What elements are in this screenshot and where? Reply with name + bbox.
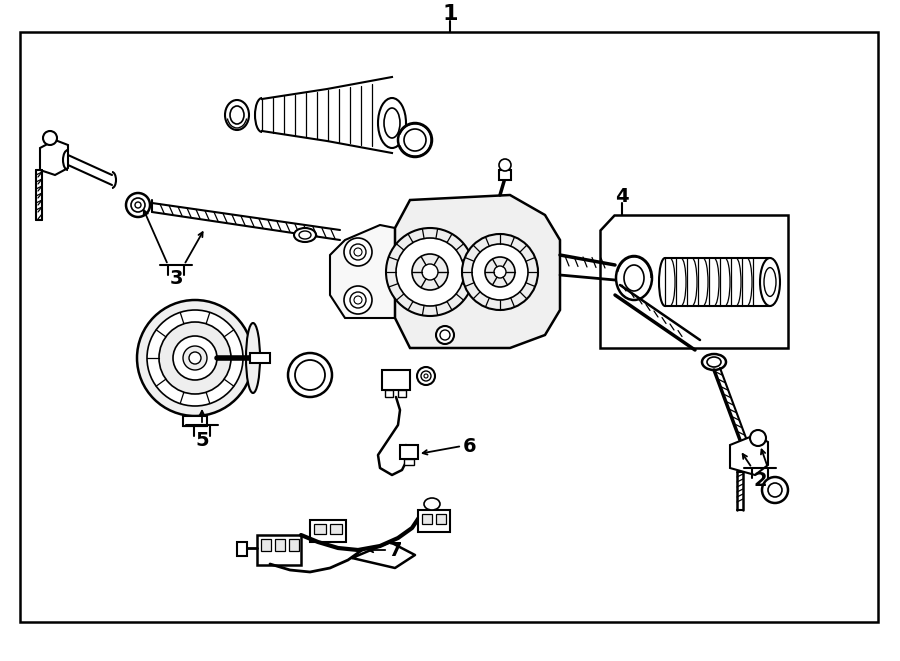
Circle shape <box>424 374 428 378</box>
Text: 7: 7 <box>389 541 403 559</box>
Bar <box>310 520 346 542</box>
Polygon shape <box>330 225 410 318</box>
Polygon shape <box>395 195 560 348</box>
Circle shape <box>472 244 528 300</box>
Ellipse shape <box>225 100 249 130</box>
Ellipse shape <box>762 477 788 503</box>
Circle shape <box>350 292 366 308</box>
Text: 5: 5 <box>195 430 209 449</box>
Circle shape <box>354 296 362 304</box>
Ellipse shape <box>384 108 400 138</box>
Ellipse shape <box>294 228 316 242</box>
Circle shape <box>344 238 372 266</box>
Ellipse shape <box>230 106 244 124</box>
Circle shape <box>43 131 57 145</box>
Ellipse shape <box>131 198 145 212</box>
Bar <box>261 539 271 551</box>
Circle shape <box>422 264 438 280</box>
Bar <box>237 542 247 556</box>
Ellipse shape <box>404 129 426 151</box>
Circle shape <box>350 244 366 260</box>
Circle shape <box>137 300 253 416</box>
Ellipse shape <box>378 98 406 148</box>
Text: 1: 1 <box>442 4 458 24</box>
Circle shape <box>440 330 450 340</box>
Polygon shape <box>730 435 768 475</box>
Ellipse shape <box>768 483 782 497</box>
Ellipse shape <box>760 258 780 306</box>
Circle shape <box>173 336 217 380</box>
Bar <box>289 539 299 551</box>
Ellipse shape <box>126 193 150 217</box>
Polygon shape <box>600 215 788 348</box>
Ellipse shape <box>135 202 141 208</box>
Text: 6: 6 <box>464 436 477 455</box>
Circle shape <box>159 322 231 394</box>
Circle shape <box>421 371 431 381</box>
Ellipse shape <box>707 357 721 367</box>
Bar <box>183 416 207 426</box>
Bar <box>250 353 270 363</box>
Ellipse shape <box>288 353 332 397</box>
Ellipse shape <box>299 231 311 239</box>
Ellipse shape <box>398 123 432 157</box>
Ellipse shape <box>616 256 652 300</box>
Circle shape <box>412 254 448 290</box>
Circle shape <box>396 238 464 306</box>
Ellipse shape <box>624 265 644 291</box>
Ellipse shape <box>764 268 776 296</box>
Circle shape <box>183 346 207 370</box>
Circle shape <box>147 310 243 406</box>
Bar <box>436 514 446 524</box>
Circle shape <box>354 248 362 256</box>
Text: 3: 3 <box>169 268 183 288</box>
Circle shape <box>189 352 201 364</box>
Text: 4: 4 <box>616 186 629 206</box>
Bar <box>385 390 393 397</box>
Bar <box>404 459 414 465</box>
Circle shape <box>494 266 506 278</box>
Ellipse shape <box>424 498 440 510</box>
Circle shape <box>499 159 511 171</box>
Bar <box>422 514 432 524</box>
Ellipse shape <box>702 354 726 370</box>
Bar <box>382 370 410 390</box>
Bar <box>330 524 342 534</box>
Bar <box>314 524 326 534</box>
Bar <box>20 32 878 622</box>
Bar <box>418 510 450 532</box>
Circle shape <box>485 257 515 287</box>
Circle shape <box>417 367 435 385</box>
Text: 2: 2 <box>753 471 767 490</box>
Bar <box>499 170 511 180</box>
Circle shape <box>386 228 474 316</box>
Circle shape <box>436 326 454 344</box>
Bar <box>257 535 301 565</box>
Ellipse shape <box>246 323 260 393</box>
Circle shape <box>462 234 538 310</box>
Bar <box>400 445 418 459</box>
Bar <box>398 390 406 397</box>
Circle shape <box>750 430 766 446</box>
Circle shape <box>344 286 372 314</box>
Ellipse shape <box>295 360 325 390</box>
Bar <box>275 539 285 551</box>
Polygon shape <box>40 140 68 175</box>
